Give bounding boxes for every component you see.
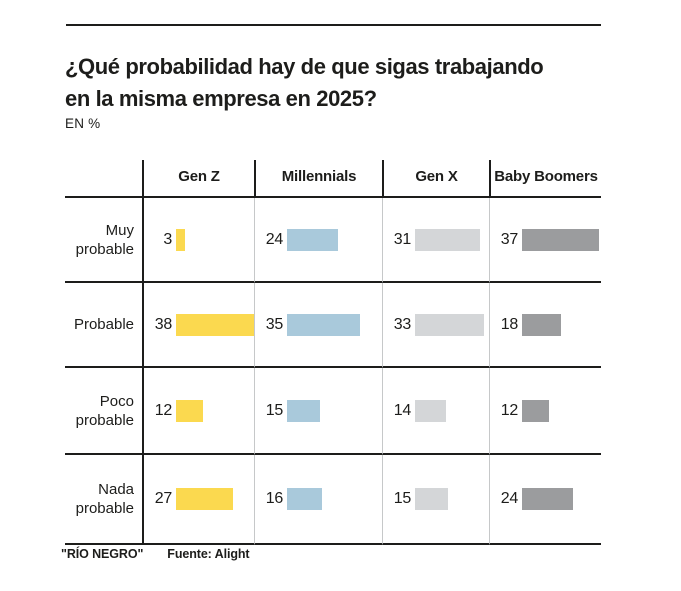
value-cell: 16 (254, 455, 382, 545)
value-bar (522, 313, 561, 336)
value-cell: 15 (254, 368, 382, 455)
value-bar (287, 313, 360, 336)
value-label: 35 (265, 315, 284, 333)
value-cell: 24 (489, 455, 601, 545)
footer: "RÍO NEGRO" Fuente: Alight (61, 547, 250, 561)
value-bar (415, 488, 448, 510)
value-label: 38 (154, 315, 173, 333)
value-cell: 12 (489, 368, 601, 455)
value-bar (287, 399, 320, 422)
value-cell: 3 (142, 198, 254, 283)
value-label: 12 (500, 401, 519, 419)
value-cell: 38 (142, 283, 255, 368)
value-label: 14 (393, 401, 412, 419)
value-cell: 12 (142, 368, 254, 455)
value-cell: 15 (382, 455, 489, 545)
footer-brand: "RÍO NEGRO" (61, 547, 144, 561)
value-bar (287, 488, 322, 510)
value-label: 27 (154, 490, 173, 507)
value-label: 3 (163, 230, 172, 248)
value-cell: 24 (254, 198, 382, 283)
page-title: ¿Qué probabilidad hay de que sigas traba… (65, 53, 544, 111)
value-label: 37 (500, 230, 519, 248)
value-bar (176, 313, 255, 336)
row-label-nada-probable: Nada probable (65, 455, 142, 545)
row-label-probable: Probable (65, 283, 142, 368)
value-cell: 33 (382, 283, 489, 368)
value-bar (522, 228, 599, 251)
top-divider (66, 24, 601, 26)
value-bar (176, 228, 185, 251)
value-cell: 18 (489, 283, 601, 368)
value-bar (176, 488, 233, 510)
value-bar (415, 228, 480, 251)
generation-table: Gen Z Millennials Gen X Baby Boomers Muy… (65, 160, 601, 545)
value-bar (287, 228, 338, 251)
value-label: 16 (265, 490, 284, 507)
value-bar (522, 399, 549, 422)
value-label: 15 (393, 490, 412, 507)
footer-source: Fuente: Alight (167, 547, 250, 561)
value-label: 24 (500, 490, 519, 507)
column-header-millennials: Millennials (254, 160, 382, 198)
value-bar (415, 313, 484, 336)
value-cell: 27 (142, 455, 254, 545)
value-bar (415, 399, 446, 422)
table-corner-cell (65, 160, 142, 198)
column-header-gen-x: Gen X (382, 160, 489, 198)
value-bar (522, 488, 573, 510)
value-label: 12 (154, 401, 173, 419)
row-label-poco-probable: Poco probable (65, 368, 142, 455)
value-label: 24 (265, 230, 284, 248)
value-bar (176, 399, 203, 422)
value-cell: 14 (382, 368, 489, 455)
value-cell: 31 (382, 198, 489, 283)
column-header-baby-boomers: Baby Boomers (489, 160, 601, 198)
value-cell: 35 (254, 283, 382, 368)
value-label: 33 (393, 315, 412, 333)
value-label: 15 (265, 401, 284, 419)
value-label: 18 (500, 315, 519, 333)
column-header-gen-z: Gen Z (142, 160, 254, 198)
row-label-muy-probable: Muy probable (65, 198, 142, 283)
unit-label: EN % (65, 116, 101, 131)
value-label: 31 (393, 230, 412, 248)
value-cell: 37 (489, 198, 601, 283)
